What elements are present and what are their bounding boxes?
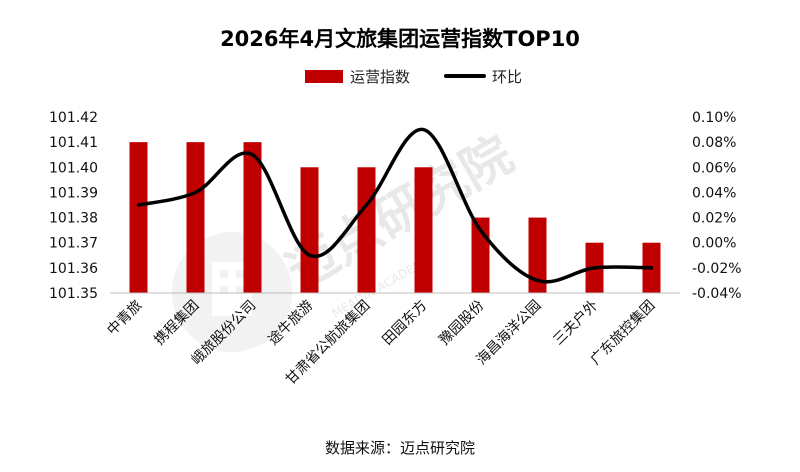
y-right-tick-label: 0.06%: [692, 160, 736, 176]
legend-label-line: 环比: [492, 68, 522, 86]
y-right-tick-label: 0.00%: [692, 236, 736, 252]
y-right-tick-label: 0.02%: [692, 211, 736, 227]
y-right-tick-label: 0.10%: [692, 110, 736, 126]
category-labels: 中青旅 携程集团峨旅股份公司 途牛旅游甘肃省公航旅集团 田园东方 豫园股份海昌海洋公园三…: [104, 297, 658, 388]
y-axis-left: 101.35 101.36 101.37 101.38 101.39 101.40 101.…: [49, 110, 98, 302]
legend-swatch-bar: [305, 70, 343, 83]
bar: [528, 217, 547, 293]
y-right-tick-label: -0.04%: [692, 286, 742, 302]
y-left-tick-label: 101.36: [49, 261, 98, 277]
source-note: 数据来源：迈点研究院: [325, 439, 475, 457]
y-right-tick-label: 0.04%: [692, 185, 736, 201]
bar: [243, 142, 262, 293]
y-right-tick-label: -0.02%: [692, 261, 742, 277]
y-left-tick-label: 101.35: [49, 286, 98, 302]
y-right-tick-label: 0.08%: [692, 135, 736, 151]
y-left-tick-label: 101.40: [49, 160, 98, 176]
chart-title: 2026年4月文旅集团运营指数TOP10: [220, 27, 580, 51]
bar-series: [129, 142, 661, 293]
category-label: 豫园股份: [436, 298, 487, 349]
y-axis-right: -0.04% -0.02% 0.00% 0.02% 0.04% 0.06% 0.08% 0.1…: [692, 110, 742, 302]
bar: [414, 167, 433, 293]
bar: [357, 167, 376, 293]
y-left-tick-label: 101.42: [49, 110, 98, 126]
legend-label-bar: 运营指数: [350, 68, 410, 86]
bar: [129, 142, 148, 293]
line-series-path: [136, 127, 654, 284]
y-left-tick-label: 101.38: [49, 211, 98, 227]
category-label: 中青旅: [104, 298, 145, 339]
y-left-tick-label: 101.39: [49, 185, 98, 201]
y-left-tick-label: 101.37: [49, 236, 98, 252]
bar: [300, 167, 319, 293]
category-label: 三夫户外: [550, 297, 602, 349]
legend: 运营指数 环比: [305, 68, 522, 86]
y-left-tick-label: 101.41: [49, 135, 98, 151]
bar: [186, 142, 205, 293]
category-label: 田园东方: [379, 298, 430, 349]
